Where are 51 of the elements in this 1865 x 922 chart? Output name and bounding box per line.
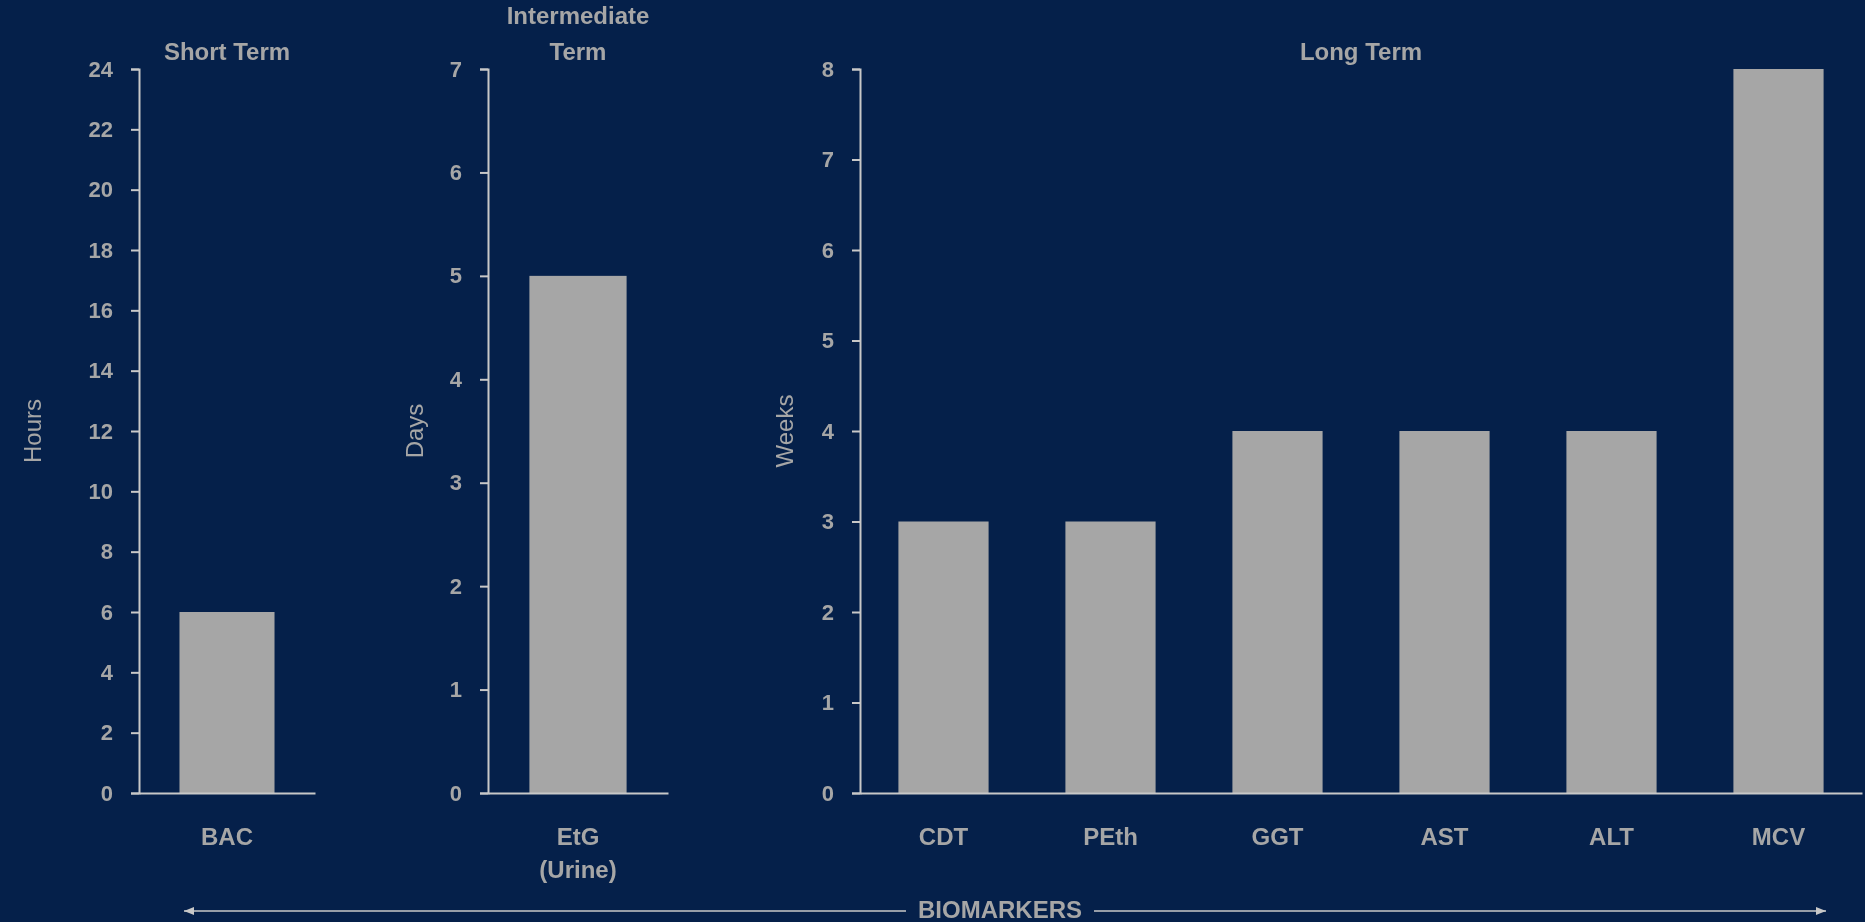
bar bbox=[898, 521, 989, 793]
x-tick-label: PEth bbox=[1083, 823, 1138, 850]
y-tick-label: 4 bbox=[821, 418, 835, 444]
x-tick-label: BAC bbox=[201, 823, 253, 850]
y-tick-label: 2 bbox=[821, 599, 834, 625]
y-tick-label: 8 bbox=[100, 539, 113, 565]
chart-title: Long Term bbox=[1299, 38, 1423, 65]
bar bbox=[1399, 431, 1490, 793]
y-tick-label: 3 bbox=[821, 509, 834, 535]
y-tick-label: 1 bbox=[449, 677, 462, 703]
y-axis-title: Days bbox=[401, 403, 429, 459]
y-tick-label: 6 bbox=[821, 237, 834, 263]
y-tick-label: 24 bbox=[88, 56, 114, 82]
y-tick-label: 4 bbox=[449, 366, 463, 392]
y-tick-label: 10 bbox=[88, 478, 113, 504]
y-tick-label: 20 bbox=[88, 177, 113, 203]
y-axis-title: Weeks bbox=[771, 394, 799, 468]
y-tick-label: 7 bbox=[449, 56, 462, 82]
y-tick-label: 4 bbox=[100, 659, 114, 685]
y-tick-label: 1 bbox=[821, 690, 834, 716]
y-tick-label: 0 bbox=[449, 780, 462, 806]
x-tick-label: GGT bbox=[1251, 823, 1304, 850]
y-axis-title: Hours bbox=[19, 398, 47, 464]
x-tick-label: ALT bbox=[1589, 823, 1635, 850]
y-tick-label: 6 bbox=[100, 599, 113, 625]
chart-title: Intermediate Term bbox=[506, 2, 650, 65]
chart-title: Short Term bbox=[163, 38, 291, 65]
text: BIOMARKERS bbox=[917, 896, 1083, 922]
x-tick-label: AST bbox=[1420, 823, 1469, 850]
bar bbox=[1065, 521, 1156, 793]
y-tick-label: 2 bbox=[449, 573, 462, 599]
x-tick-label: CDT bbox=[918, 823, 969, 850]
y-tick-label: 0 bbox=[100, 780, 113, 806]
y-tick-label: 5 bbox=[449, 263, 462, 289]
y-tick-label: 7 bbox=[821, 147, 834, 173]
x-tick-label: MCV bbox=[1751, 823, 1806, 850]
y-tick-label: 18 bbox=[88, 237, 113, 263]
y-tick-label: 12 bbox=[88, 418, 113, 444]
y-tick-label: 22 bbox=[88, 116, 113, 142]
y-tick-label: 6 bbox=[449, 159, 462, 185]
bar bbox=[1232, 431, 1323, 793]
y-tick-label: 2 bbox=[100, 720, 113, 746]
y-tick-label: 5 bbox=[821, 328, 834, 354]
bar bbox=[1733, 69, 1824, 793]
y-tick-label: 14 bbox=[88, 358, 114, 384]
y-tick-label: 16 bbox=[88, 297, 113, 323]
y-tick-label: 8 bbox=[821, 56, 834, 82]
x-tick-label: EtG (Urine) bbox=[539, 823, 617, 883]
bar bbox=[1566, 431, 1657, 793]
y-tick-label: 0 bbox=[821, 780, 834, 806]
y-tick-label: 3 bbox=[449, 470, 462, 496]
